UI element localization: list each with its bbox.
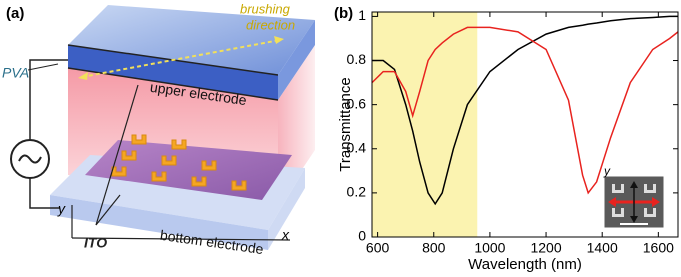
inset-arrowhead — [608, 197, 616, 207]
y-tick-label: 0.8 — [347, 51, 367, 67]
y-tick-label: 0.2 — [347, 184, 367, 200]
x-tick-label: 1600 — [643, 240, 674, 256]
x-axis-arrow — [71, 237, 291, 241]
y-tick-label: 1 — [358, 7, 366, 23]
axis-label: y — [57, 201, 66, 217]
wire — [29, 178, 60, 209]
panel-label: (a) — [6, 5, 24, 22]
ito-pointer — [95, 194, 121, 226]
plot-frame — [371, 11, 679, 238]
inset-ring — [612, 208, 624, 217]
panel-label: (b) — [334, 5, 353, 22]
inset-arrowhead — [630, 181, 638, 188]
axis-label: x — [281, 227, 290, 243]
series-line — [371, 26, 679, 195]
inset-arrowhead — [652, 197, 660, 207]
bottom-slab-side — [268, 168, 305, 250]
x-tick-label: 1200 — [530, 240, 561, 256]
inset: y — [603, 164, 665, 229]
ito-pointer — [95, 84, 139, 226]
inset-arrowhead — [630, 216, 638, 223]
x-tick-label: 800 — [422, 240, 446, 256]
arrowhead — [78, 72, 88, 80]
x-axis-label: Wavelength (nm) — [468, 256, 582, 273]
inset-ring — [612, 184, 624, 193]
inset-label: y — [603, 164, 611, 178]
y-axis-label: Transmittance — [337, 77, 354, 171]
pva-pointer — [27, 63, 59, 71]
annotation: PVA — [2, 65, 29, 81]
ito-layer — [85, 140, 292, 200]
brushing-arrow — [81, 39, 281, 78]
inset-ring — [644, 184, 656, 193]
cell-side — [278, 45, 315, 205]
upper-slab-side — [278, 20, 315, 100]
arrowhead — [274, 36, 284, 44]
inset-ring — [644, 208, 656, 217]
ac-symbol — [18, 154, 42, 164]
annotation: brushing — [240, 1, 291, 16]
bottom-slab-front — [50, 195, 268, 250]
x-tick-label: 1400 — [587, 240, 618, 256]
annotation: ITO — [84, 235, 107, 251]
y-tick-label: 0.6 — [347, 95, 367, 111]
annotation: direction — [246, 17, 295, 32]
split-rings — [111, 134, 247, 191]
x-tick-label: 600 — [366, 240, 390, 256]
upper-slab-top — [68, 5, 315, 75]
y-tick-label: 0 — [358, 228, 366, 244]
series-line — [372, 15, 678, 206]
y-tick-label: 0.4 — [347, 139, 367, 155]
upper-slab-front — [68, 45, 278, 100]
panel-a: (a) brushing direction PVA upper electro… — [2, 1, 315, 257]
shaded-region — [372, 12, 478, 237]
x-tick-label: 1000 — [474, 240, 505, 256]
wire — [29, 59, 68, 140]
